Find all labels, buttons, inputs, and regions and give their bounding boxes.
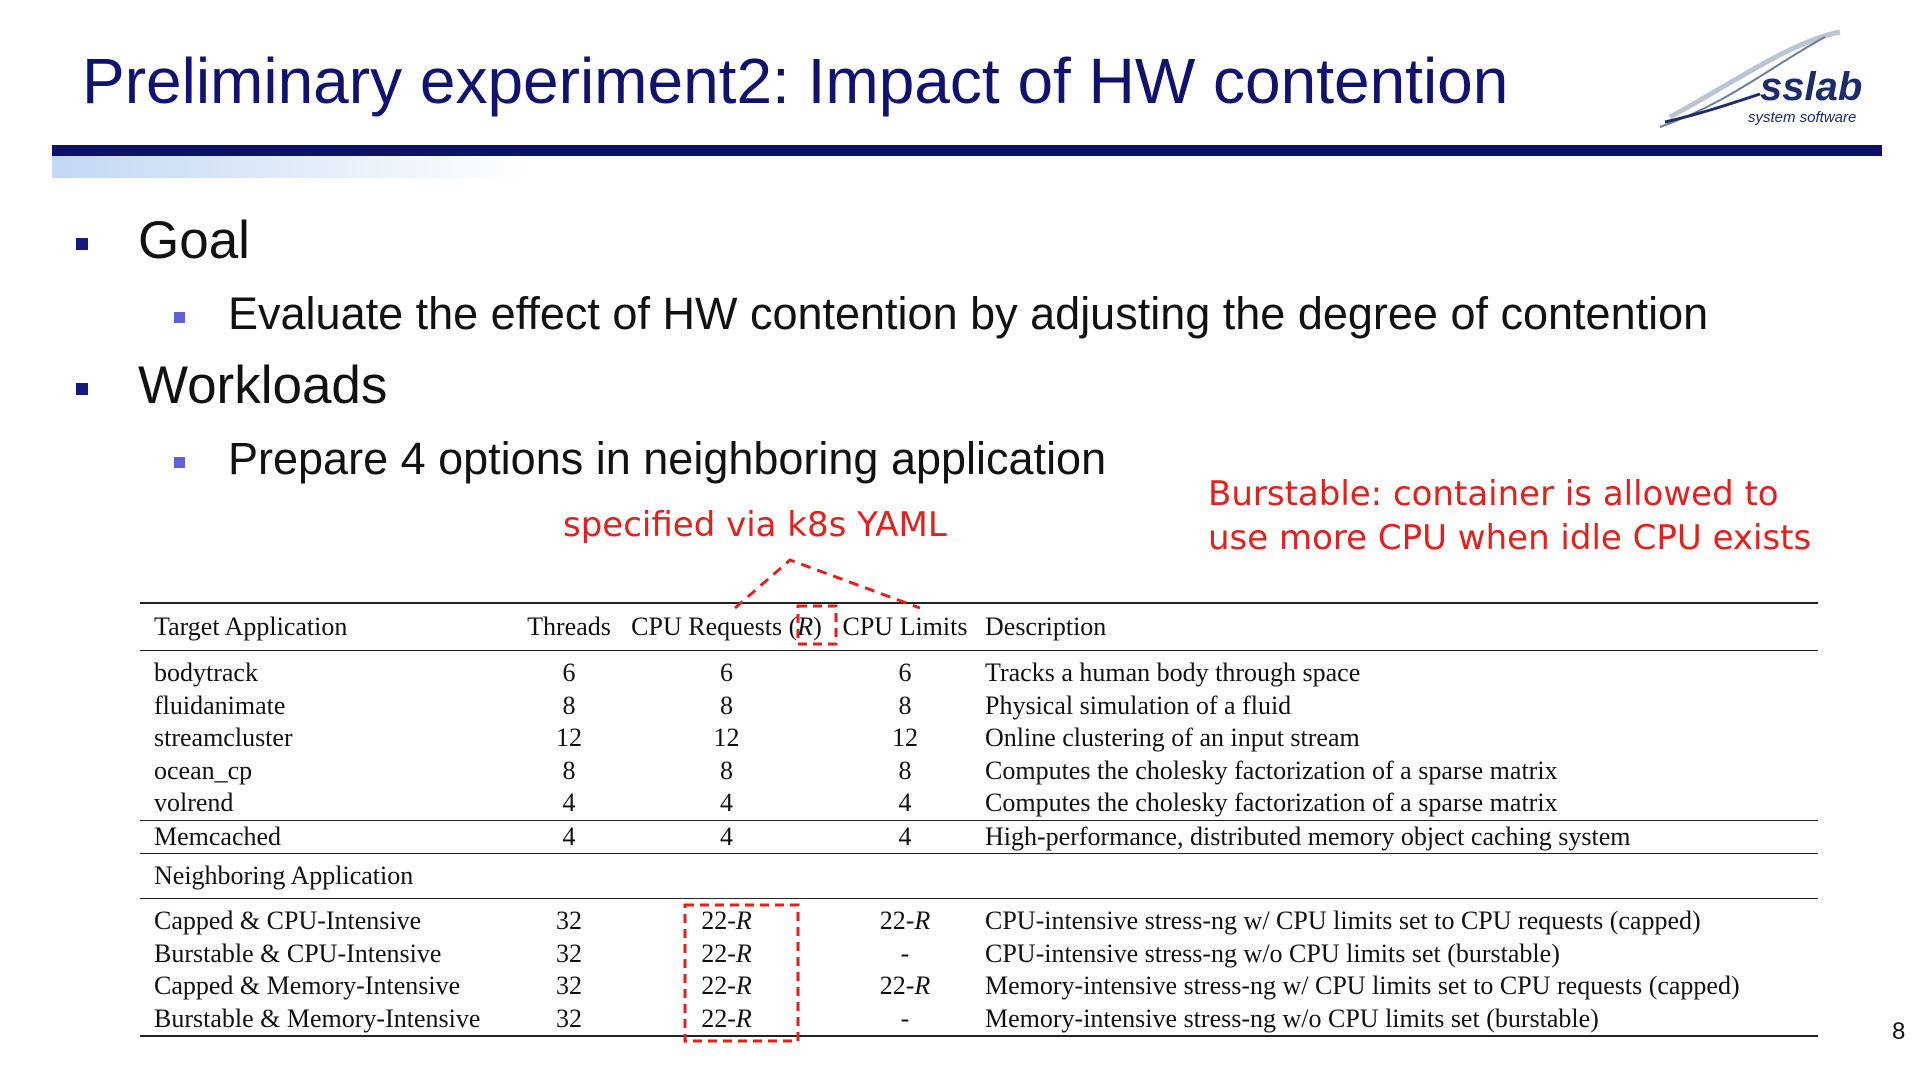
- sub-bullet-square-icon: [174, 457, 185, 468]
- table-cell: 32: [524, 1002, 614, 1037]
- yaml-callout-lines: [734, 558, 921, 610]
- bullet-square-icon: [76, 383, 88, 395]
- header-cpu-limits: CPU Limits: [839, 602, 971, 651]
- table-row: volrend 4 4 4 Computes the cholesky factoriz…: [140, 787, 1818, 820]
- logo-text: sslab: [1760, 65, 1862, 109]
- bullet-square-icon: [76, 238, 88, 250]
- table-cell: 32: [556, 971, 582, 1001]
- table-cell: 32: [556, 938, 582, 968]
- sub-bullet-workloads-text: Prepare 4 options in neighboring applica…: [228, 433, 1107, 484]
- table-cell: High-performance, distributed memory obj…: [971, 819, 1818, 854]
- header-cpu-requests: CPU Requests (R): [614, 602, 839, 651]
- burstable-annotation-line1: Burstable: container is allowed to: [1208, 474, 1779, 514]
- table-cell: 4: [562, 788, 576, 818]
- table-cell: bodytrack: [154, 658, 258, 688]
- sslab-logo: sslab system software: [1659, 29, 1862, 128]
- table-cell: 8: [720, 690, 733, 720]
- table-cell: ocean_cp: [154, 755, 253, 785]
- table-cell: 8: [562, 690, 576, 720]
- table-cell: 8: [898, 755, 912, 785]
- slide-title: Preliminary experiment2: Impact of HW co…: [82, 45, 1509, 117]
- table-cell: 6: [898, 658, 912, 688]
- table-cell: 12: [556, 723, 582, 753]
- neighbor-section-header: Neighboring Application: [140, 853, 1818, 899]
- table-cell: 22-R: [701, 971, 752, 1001]
- sub-bullet-goal: Evaluate the effect of HW contention by …: [174, 288, 1709, 340]
- table-cell: 6: [562, 658, 576, 688]
- table-cell: streamcluster: [154, 723, 293, 753]
- header-threads: Threads: [524, 602, 614, 651]
- bullet-goal-text: Goal: [138, 211, 250, 270]
- table-cell: -: [900, 938, 910, 968]
- table-cell: fluidanimate: [154, 690, 286, 720]
- table-row: bodytrack 6 6 6 Tracks a human body through …: [140, 651, 1818, 690]
- table-cell: -: [839, 1002, 971, 1037]
- table-cell: 4: [524, 819, 614, 854]
- table-cell: Computes the cholesky factorization of a…: [985, 788, 1558, 818]
- bullet-workloads: Workloads: [76, 355, 388, 416]
- table-cell: Tracks a human body through space: [985, 658, 1361, 688]
- table-cell: 22-R: [701, 906, 752, 936]
- header-r-symbol: R: [797, 612, 814, 641]
- table-cell: 22-R: [879, 906, 931, 936]
- table-cell: 22-R: [879, 971, 931, 1001]
- table-cell: 4: [720, 788, 733, 818]
- table-cell: Computes the cholesky factorization of a…: [985, 755, 1558, 785]
- table-row-memcached: Memcached 4 4 4 High-performance, distribute…: [140, 819, 1818, 854]
- title-underline: [52, 145, 1882, 156]
- yaml-annotation: specified via k8s YAML: [563, 505, 947, 545]
- table-cell: 12: [892, 723, 918, 753]
- table-cell: Capped & CPU-Intensive: [154, 906, 422, 936]
- table-row: Capped & Memory-Intensive 32 22-R 22-R Me…: [140, 970, 1818, 1003]
- table-cell: 22-R: [701, 938, 752, 968]
- header-description: Description: [971, 602, 1818, 651]
- logo-subtext: system software: [1748, 109, 1856, 126]
- table-cell: CPU-intensive stress-ng w/ CPU limits se…: [985, 906, 1701, 936]
- table-cell: 32: [556, 906, 582, 936]
- table-row: Burstable & CPU-Intensive 32 22-R - CPU-i…: [140, 938, 1818, 971]
- bullet-goal: Goal: [76, 210, 250, 271]
- table-cell: Neighboring Application: [140, 853, 524, 899]
- table-row: ocean_cp 8 8 8 Computes the cholesky factori…: [140, 755, 1818, 788]
- table-cell: Online clustering of an input stream: [985, 723, 1360, 753]
- table-row: Burstable & Memory-Intensive 32 22-R - Me…: [140, 1002, 1818, 1037]
- sub-bullet-square-icon: [174, 312, 185, 323]
- title-underline-fade: [52, 156, 532, 178]
- table-cell: Physical simulation of a fluid: [985, 690, 1292, 720]
- table-cell: Burstable & Memory-Intensive: [140, 1002, 524, 1037]
- sub-bullet-goal-text: Evaluate the effect of HW contention by …: [228, 288, 1709, 339]
- table-row: fluidanimate 8 8 8 Physical simulation of a …: [140, 690, 1818, 723]
- table-cell: 6: [720, 658, 733, 688]
- page-number: 8: [1892, 1018, 1906, 1045]
- table-row: Capped & CPU-Intensive 32 22-R 22-R CPU-i…: [140, 899, 1818, 938]
- table-cell: 4: [614, 819, 839, 854]
- table-row: streamcluster 12 12 12 Online clustering of …: [140, 722, 1818, 755]
- table-cell: volrend: [154, 788, 234, 818]
- bullet-workloads-text: Workloads: [138, 356, 388, 415]
- table-cell: 12: [713, 723, 740, 753]
- sub-bullet-workloads: Prepare 4 options in neighboring applica…: [174, 433, 1107, 485]
- table-cell: Capped & Memory-Intensive: [154, 971, 461, 1001]
- table-cell: Memory-intensive stress-ng w/ CPU limits…: [985, 971, 1740, 1001]
- table-cell: 4: [898, 788, 912, 818]
- table-header-row: Target Application Threads CPU Requests …: [140, 602, 1818, 651]
- table-cell: 22-R: [614, 1002, 839, 1037]
- table-cell: [614, 853, 839, 899]
- burstable-annotation: Burstable: container is allowed to use m…: [1208, 472, 1811, 560]
- table-cell: Memory-intensive stress-ng w/o CPU limit…: [971, 1002, 1818, 1037]
- header-target-application: Target Application: [140, 602, 524, 651]
- workload-table: Target Application Threads CPU Requests …: [140, 602, 1818, 1037]
- table-cell: 8: [720, 755, 733, 785]
- table-cell: [839, 853, 971, 899]
- table-cell: CPU-intensive stress-ng w/o CPU limits s…: [985, 938, 1560, 968]
- burstable-annotation-line2: use more CPU when idle CPU exists: [1208, 518, 1812, 558]
- table-cell: 8: [562, 755, 576, 785]
- table-cell: Burstable & CPU-Intensive: [154, 938, 442, 968]
- table-cell: [971, 853, 1818, 899]
- table-cell: Memcached: [140, 819, 524, 854]
- table-cell: [524, 853, 614, 899]
- table-cell: 8: [898, 690, 912, 720]
- table-cell: 4: [839, 819, 971, 854]
